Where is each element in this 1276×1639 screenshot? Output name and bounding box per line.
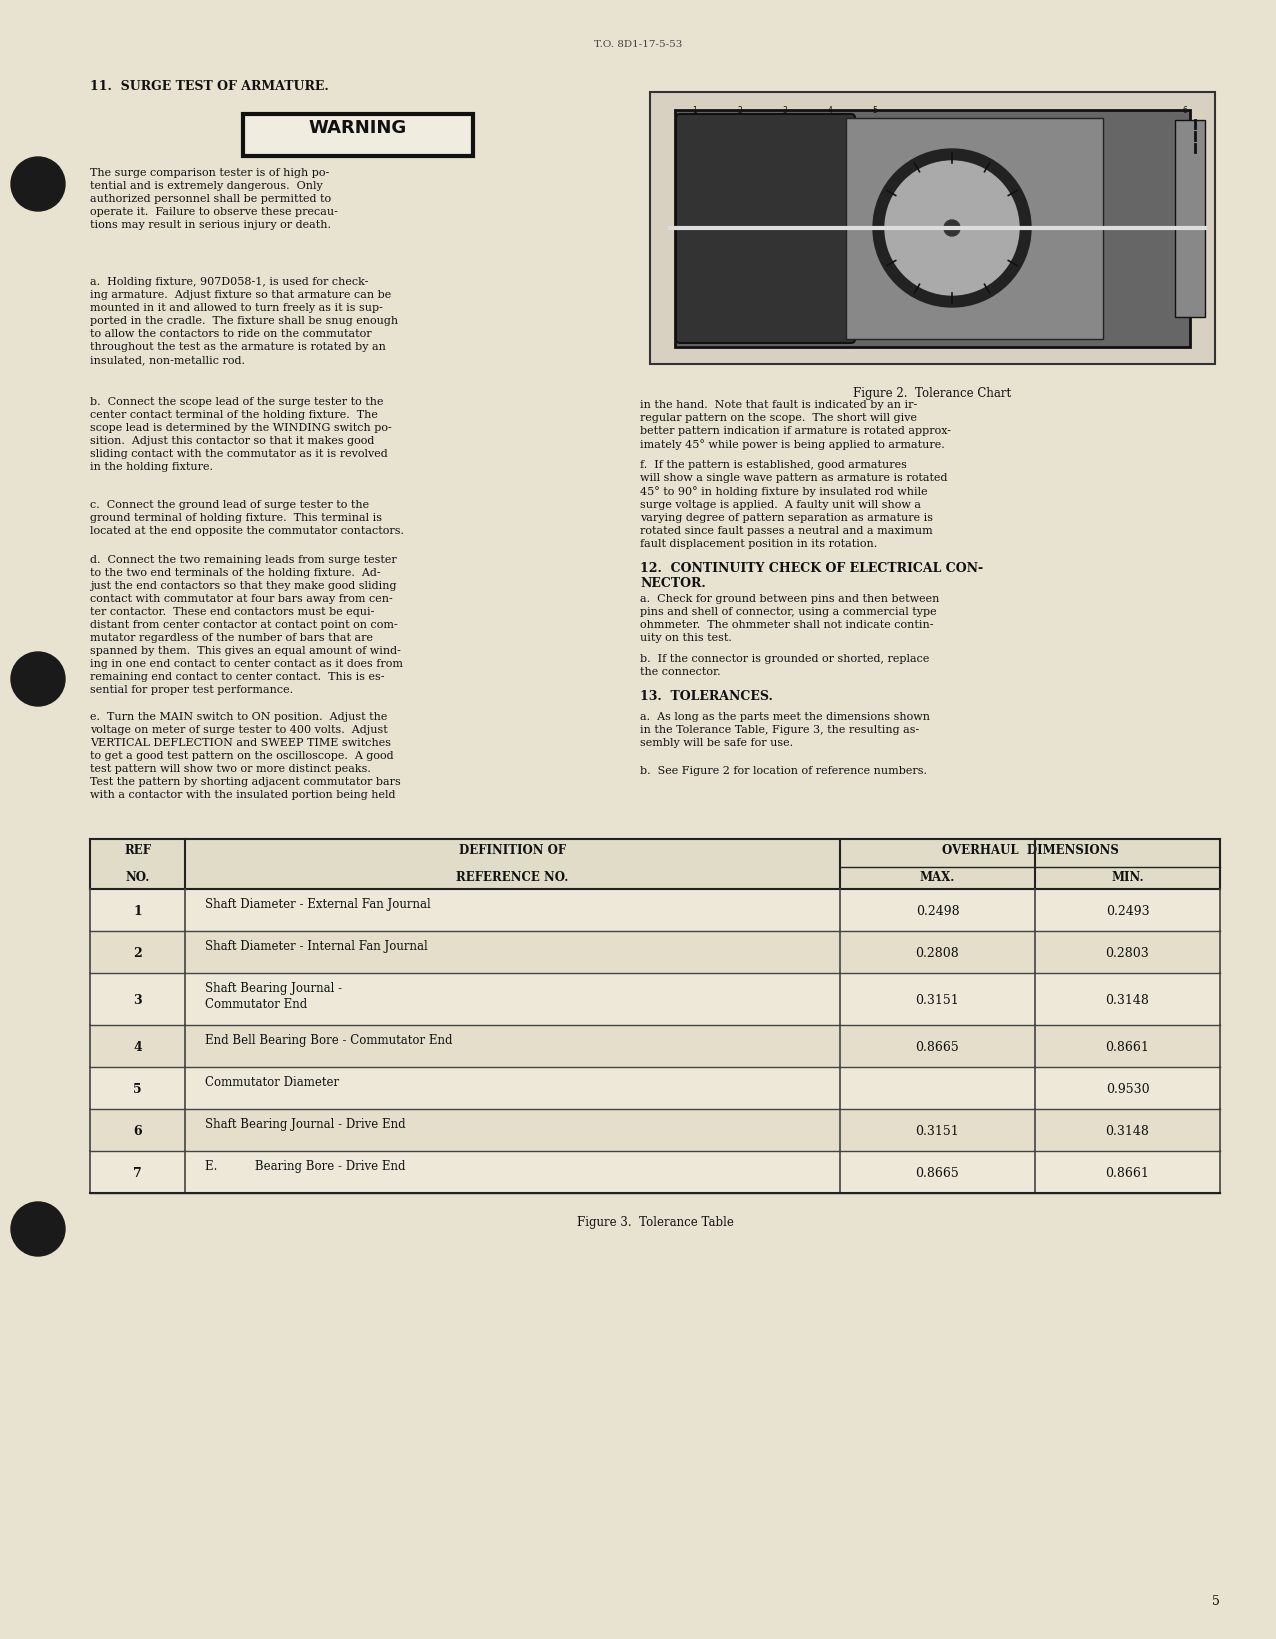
Text: 0.3151: 0.3151 [916, 993, 960, 1006]
Text: 0.3148: 0.3148 [1105, 993, 1150, 1006]
Bar [91, 1026, 1220, 1067]
Text: 0.2493: 0.2493 [1106, 905, 1150, 918]
Text: 11.  SURGE TEST OF ARMATURE.: 11. SURGE TEST OF ARMATURE. [91, 80, 329, 93]
Text: b.  Connect the scope lead of the surge tester to the
center contact terminal of: b. Connect the scope lead of the surge t… [91, 397, 392, 472]
Text: a.  Check for ground between pins and then between
pins and shell of connector, : a. Check for ground between pins and the… [641, 593, 939, 642]
Text: b.  If the connector is grounded or shorted, replace
the connector.: b. If the connector is grounded or short… [641, 654, 929, 677]
Text: 3: 3 [782, 107, 787, 115]
Bar [242, 115, 472, 157]
Text: REF: REF [124, 844, 151, 857]
Text: d.  Connect the two remaining leads from surge tester
to the two end terminals o: d. Connect the two remaining leads from … [91, 554, 403, 695]
Circle shape [11, 1203, 65, 1255]
Bar [649, 93, 1215, 365]
Bar [91, 839, 1220, 867]
Text: WARNING: WARNING [309, 120, 407, 138]
Text: Shaft Bearing Journal -
Commutator End: Shaft Bearing Journal - Commutator End [205, 982, 342, 1010]
Text: MAX.: MAX. [920, 870, 956, 883]
Text: MIN.: MIN. [1111, 870, 1143, 883]
Text: 0.9530: 0.9530 [1106, 1082, 1150, 1095]
Bar [846, 120, 1102, 339]
Text: a.  As long as the parts meet the dimensions shown
in the Tolerance Table, Figur: a. As long as the parts meet the dimensi… [641, 711, 930, 747]
Text: NO.: NO. [125, 870, 149, 883]
Text: Shaft Diameter - External Fan Journal: Shaft Diameter - External Fan Journal [205, 898, 431, 910]
Bar [91, 1151, 1220, 1193]
Text: f.  If the pattern is established, good armatures
will show a single wave patter: f. If the pattern is established, good a… [641, 459, 948, 549]
Text: 0.8661: 0.8661 [1105, 1167, 1150, 1180]
FancyBboxPatch shape [676, 115, 855, 344]
Circle shape [944, 221, 960, 238]
Bar [91, 890, 1220, 931]
Text: 0.8661: 0.8661 [1105, 1041, 1150, 1054]
Bar [1175, 121, 1205, 318]
Text: 5: 5 [1212, 1595, 1220, 1606]
Text: 5: 5 [873, 107, 878, 115]
Text: 2: 2 [133, 946, 142, 959]
Text: 6: 6 [1183, 107, 1188, 115]
Text: 0.2808: 0.2808 [916, 946, 960, 959]
Text: in the hand.  Note that fault is indicated by an ir-
regular pattern on the scop: in the hand. Note that fault is indicate… [641, 400, 951, 451]
Text: 13.  TOLERANCES.: 13. TOLERANCES. [641, 690, 773, 703]
Text: REFERENCE NO.: REFERENCE NO. [457, 870, 569, 883]
Text: End Bell Bearing Bore - Commutator End: End Bell Bearing Bore - Commutator End [205, 1033, 453, 1046]
Circle shape [11, 652, 65, 706]
Text: 6: 6 [133, 1124, 142, 1137]
Text: 0.8665: 0.8665 [916, 1167, 960, 1180]
Text: 12.  CONTINUITY CHECK OF ELECTRICAL CON-
NECTOR.: 12. CONTINUITY CHECK OF ELECTRICAL CON- … [641, 562, 983, 590]
Text: Shaft Diameter - Internal Fan Journal: Shaft Diameter - Internal Fan Journal [205, 939, 427, 952]
Bar [91, 1110, 1220, 1151]
Text: E.          Bearing Bore - Drive End: E. Bearing Bore - Drive End [205, 1159, 406, 1172]
Bar [91, 931, 1220, 974]
Bar [91, 867, 1220, 890]
Text: Figure 3.  Tolerance Table: Figure 3. Tolerance Table [577, 1214, 734, 1228]
Text: Commutator Diameter: Commutator Diameter [205, 1075, 339, 1088]
Text: 1: 1 [693, 107, 698, 115]
Circle shape [886, 162, 1020, 295]
Text: 0.3148: 0.3148 [1105, 1124, 1150, 1137]
Text: DEFINITION OF: DEFINITION OF [459, 844, 567, 857]
Text: Figure 2.  Tolerance Chart: Figure 2. Tolerance Chart [854, 387, 1012, 400]
Text: OVERHAUL  DIMENSIONS: OVERHAUL DIMENSIONS [942, 844, 1119, 857]
Text: 5: 5 [133, 1082, 142, 1095]
Text: 4: 4 [828, 107, 832, 115]
Text: 0.8665: 0.8665 [916, 1041, 960, 1054]
Text: a.  Holding fixture, 907D058-1, is used for check-
ing armature.  Adjust fixture: a. Holding fixture, 907D058-1, is used f… [91, 277, 398, 365]
Text: 0.2803: 0.2803 [1105, 946, 1150, 959]
Text: 7: 7 [133, 1167, 142, 1180]
Text: 2: 2 [738, 107, 743, 115]
Circle shape [873, 149, 1031, 308]
Text: T.O. 8D1-17-5-53: T.O. 8D1-17-5-53 [593, 39, 683, 49]
Bar [675, 111, 1191, 347]
Text: c.  Connect the ground lead of surge tester to the
ground terminal of holding fi: c. Connect the ground lead of surge test… [91, 500, 404, 536]
Text: Shaft Bearing Journal - Drive End: Shaft Bearing Journal - Drive End [205, 1118, 406, 1131]
Text: e.  Turn the MAIN switch to ON position.  Adjust the
voltage on meter of surge t: e. Turn the MAIN switch to ON position. … [91, 711, 401, 800]
Text: 1: 1 [133, 905, 142, 918]
Circle shape [11, 157, 65, 211]
Text: b.  See Figure 2 for location of reference numbers.: b. See Figure 2 for location of referenc… [641, 765, 926, 775]
Text: 0.2498: 0.2498 [916, 905, 960, 918]
Text: 4: 4 [133, 1041, 142, 1054]
Bar [91, 974, 1220, 1026]
Text: 3: 3 [133, 993, 142, 1006]
Bar [91, 1067, 1220, 1110]
Text: 0.3151: 0.3151 [916, 1124, 960, 1137]
Text: The surge comparison tester is of high po-
tential and is extremely dangerous.  : The surge comparison tester is of high p… [91, 167, 338, 229]
